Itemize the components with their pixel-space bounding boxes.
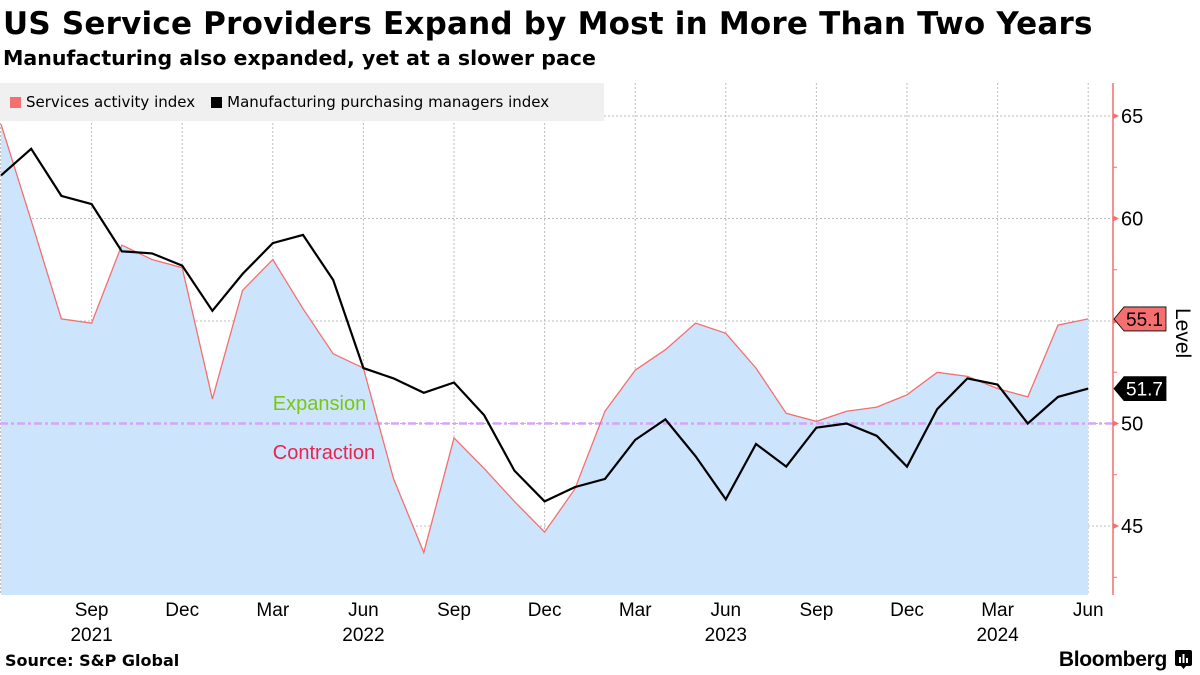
y-tick-label: 60 bbox=[1121, 209, 1143, 231]
y-tick-label: 45 bbox=[1121, 516, 1143, 538]
manufacturing-swatch-icon bbox=[211, 96, 223, 108]
y-axis-ticks: 4550556065 bbox=[1113, 106, 1143, 578]
x-tick-label: Dec bbox=[165, 600, 199, 621]
x-tick-year: 2024 bbox=[976, 625, 1019, 646]
manufacturing-last-value-label: 51.7 bbox=[1126, 380, 1163, 401]
manufacturing-last-value-label-box bbox=[1113, 376, 1167, 402]
y-tick-label: 65 bbox=[1121, 106, 1143, 128]
source-note: Source: S&P Global bbox=[5, 651, 180, 670]
last-value-labels: 55.1 51.7 bbox=[1113, 306, 1167, 402]
expansion-label: Expansion bbox=[273, 393, 366, 415]
legend-item-manufacturing: Manufacturing purchasing managers index bbox=[211, 93, 549, 111]
manufacturing-line bbox=[0, 147, 1089, 503]
services-last-value-label: 55.1 bbox=[1126, 310, 1163, 331]
x-tick-label: Sep bbox=[799, 600, 833, 621]
y-tick-label: 50 bbox=[1121, 414, 1143, 436]
legend: Services activity index Manufacturing pu… bbox=[0, 83, 604, 121]
x-tick-label: Dec bbox=[528, 600, 562, 621]
bloomberg-logo-text: Bloomberg bbox=[1058, 648, 1167, 671]
x-tick-label: Mar bbox=[981, 600, 1014, 621]
y-tick-mark bbox=[1113, 215, 1119, 222]
services-swatch-icon bbox=[10, 96, 21, 108]
bloomberg-chart-icon bbox=[1175, 650, 1192, 669]
chart-title: US Service Providers Expand by Most in M… bbox=[3, 6, 1093, 42]
services-area-fill bbox=[1, 124, 1089, 595]
x-tick-label: Sep bbox=[75, 600, 109, 621]
x-tick-label: Sep bbox=[437, 600, 471, 621]
x-axis-ticks: Sep 2021 Dec Mar Jun 2022 Sep Dec Mar Jun 2023 Sep D… bbox=[70, 600, 1103, 646]
legend-item-services: Services activity index bbox=[10, 93, 195, 111]
services-last-value-label-box bbox=[1113, 306, 1167, 332]
y-tick-mark bbox=[1113, 523, 1119, 529]
x-tick-label: Jun bbox=[710, 600, 741, 621]
services-line bbox=[0, 124, 1089, 555]
x-tick-year: 2022 bbox=[342, 625, 384, 646]
annotations: Expansion Contraction bbox=[273, 393, 375, 464]
x-tick-year: 2021 bbox=[70, 625, 112, 646]
chart-subtitle: Manufacturing also expanded, yet at a sl… bbox=[3, 46, 596, 70]
legend-label-services: Services activity index bbox=[26, 93, 196, 111]
x-tick-label: Mar bbox=[256, 600, 289, 621]
y-axis-label: Level bbox=[1171, 308, 1194, 358]
y-tick-mark bbox=[1113, 113, 1119, 119]
x-tick-label: Jun bbox=[348, 600, 379, 621]
x-tick-label: Mar bbox=[619, 600, 652, 621]
x-tick-year: 2023 bbox=[705, 625, 747, 646]
contraction-label: Contraction bbox=[273, 442, 375, 464]
x-tick-label: Dec bbox=[890, 600, 924, 621]
y-tick-mark bbox=[1113, 420, 1119, 427]
x-tick-label: Jun bbox=[1073, 600, 1104, 621]
legend-label-manufacturing: Manufacturing purchasing managers index bbox=[227, 93, 550, 111]
